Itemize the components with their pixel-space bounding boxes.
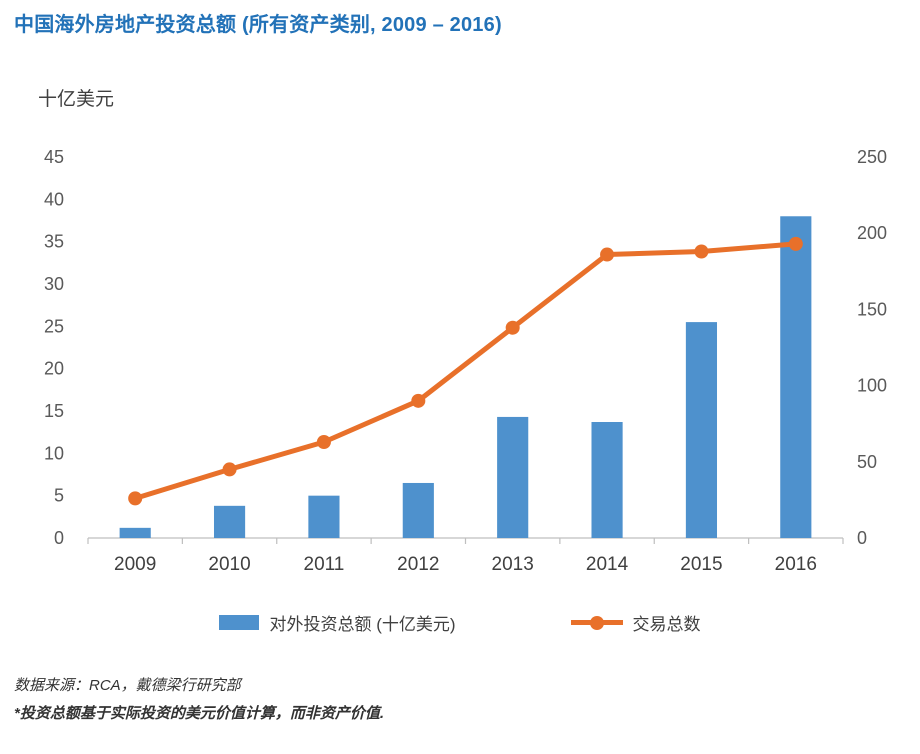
y-axis-left-tick-label: 0 <box>54 528 64 548</box>
x-axis-label: 2015 <box>680 554 722 575</box>
bar-2009 <box>119 527 151 538</box>
legend-item-investment: 对外投资总额 (十亿美元) <box>219 610 456 635</box>
y-axis-right-tick-label: 0 <box>857 528 867 548</box>
transactions-point-2013 <box>505 320 520 335</box>
x-axis-label: 2011 <box>304 554 345 575</box>
x-axis-label: 2016 <box>775 554 817 575</box>
bar-2015 <box>685 322 718 538</box>
transactions-point-2016 <box>788 236 803 251</box>
y-axis-left-tick-label: 20 <box>44 359 64 379</box>
transactions-point-2012 <box>411 393 426 408</box>
source-note: 数据来源：RCA，戴德梁行研究部 <box>14 677 241 694</box>
y-axis-left-tick-label: 15 <box>44 401 64 421</box>
bar-2012 <box>402 482 434 538</box>
legend-line-label: 交易总数 <box>632 615 701 634</box>
transactions-point-2011 <box>316 434 331 449</box>
transactions-point-2014 <box>600 247 615 262</box>
chart-svg: 0 5 10 15 20 25 30 35 40 45 0 50 100 150 200 250 2009 201… <box>44 147 887 575</box>
x-axis-label: 2014 <box>586 554 629 575</box>
x-axis-label: 2012 <box>397 554 439 575</box>
y-axis-left-tick-label: 30 <box>44 274 64 294</box>
legend-line-swatch <box>570 615 623 630</box>
transactions-point-2009 <box>128 491 143 506</box>
bar-2013 <box>497 416 529 538</box>
legend-bar-swatch <box>219 615 260 630</box>
legend-line-dot <box>589 615 604 630</box>
transactions-line <box>132 241 799 501</box>
axis-unit-label: 十亿美元 <box>38 89 115 110</box>
disclaimer-note: *投资总额基于实际投资的美元价值计算，而非资产价值. <box>14 705 385 722</box>
transactions-point-2010 <box>222 462 237 477</box>
x-axis-label: 2010 <box>208 554 250 575</box>
chart-title: 中国海外房地产投资总额 (所有资产类别, 2009 – 2016) <box>14 14 502 36</box>
legend-item-transactions: 交易总数 <box>570 610 701 635</box>
bar-2016 <box>780 216 812 538</box>
bar-2010 <box>213 505 246 538</box>
bar-2011 <box>308 495 340 538</box>
y-axis-right-tick-label: 100 <box>857 376 887 396</box>
x-axis-label: 2013 <box>492 554 534 575</box>
y-axis-left-tick-label: 40 <box>44 189 64 209</box>
y-axis-left-tick-label: 10 <box>44 443 64 463</box>
y-axis-left-tick-label: 25 <box>44 316 64 336</box>
x-axis-label: 2009 <box>114 554 156 575</box>
y-axis-right-tick-label: 200 <box>857 223 887 243</box>
y-axis-left-tick-label: 45 <box>44 147 64 167</box>
y-axis-left-tick-label: 35 <box>44 232 64 252</box>
legend-bar-label: 对外投资总额 (十亿美元) <box>269 615 456 634</box>
y-axis-right-tick-label: 50 <box>857 452 877 472</box>
y-axis-right-tick-label: 250 <box>857 147 887 167</box>
transactions-point-2015 <box>694 244 709 259</box>
y-axis-left-tick-label: 5 <box>54 486 64 506</box>
legend: 对外投资总额 (十亿美元) 交易总数 <box>0 610 920 635</box>
y-axis-right-tick-label: 150 <box>857 299 887 319</box>
bar-2014 <box>591 422 623 538</box>
